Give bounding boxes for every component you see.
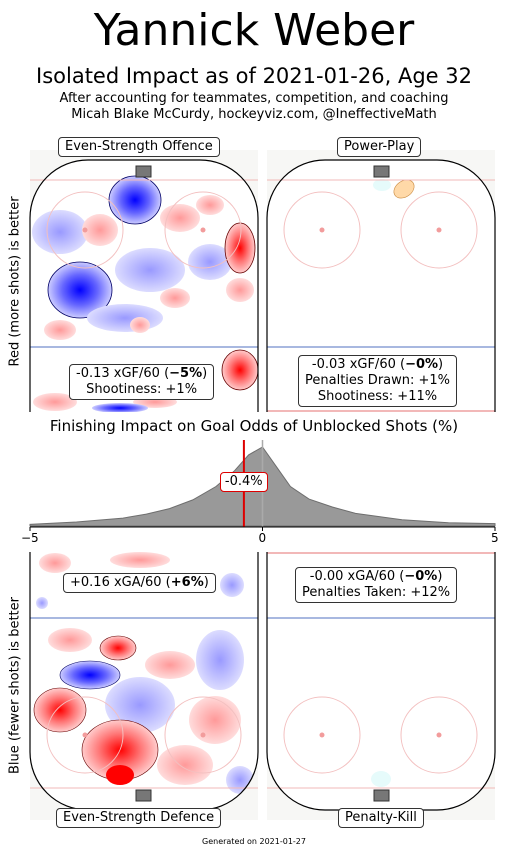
author-credit: Micah Blake McCurdy, hockeyviz.com, @Ine… (71, 107, 437, 122)
x-tick-label: 5 (491, 531, 499, 545)
methodology-note: After accounting for teammates, competit… (59, 91, 449, 106)
page-title: Yannick Weber (93, 5, 415, 56)
es-defence-rink (29, 552, 259, 820)
power-play-xgf: -0.03 xGF/60 (−0%) (311, 357, 444, 372)
es-offence-xgf: -0.13 xGF/60 (−5%) (76, 366, 208, 381)
es-defence-xga: +0.16 xGA/60 (+6%) (70, 575, 209, 590)
es-offence-stats: -0.13 xGF/60 (−5%) Shootiness: +1% (69, 364, 215, 400)
penalty-kill-stats: -0.00 xGA/60 (−0%) Penalties Taken: +12% (295, 567, 458, 603)
es-defence-stats: +0.16 xGA/60 (+6%) (63, 573, 216, 593)
y-label-defence: Blue (fewer shots) is better (7, 597, 23, 774)
marker-value-label: -0.4% (219, 472, 268, 492)
x-axis-ticks (29, 527, 496, 531)
es-offence-shootiness: Shootiness: +1% (86, 382, 198, 397)
x-tick-label: 0 (258, 531, 267, 545)
es-offence-label: Even-Strength Offence (58, 137, 220, 157)
power-play-label: Power-Play (337, 137, 422, 157)
power-play-shootiness: Shootiness: +11% (317, 389, 438, 404)
penalty-kill-label: Penalty-Kill (338, 808, 424, 828)
chart-title: Finishing Impact on Goal Odds of Unblock… (49, 417, 459, 435)
power-play-penalties-drawn: Penalties Drawn: +1% (305, 373, 451, 388)
es-offence-heatmap (32, 175, 258, 412)
penalty-kill-xga: -0.00 xGA/60 (−0%) (309, 569, 443, 584)
x-tick-label: −5 (21, 531, 39, 545)
penalty-kill-penalties-taken: Penalties Taken: +12% (302, 585, 451, 600)
page-subtitle: Isolated Impact as of 2021-01-26, Age 32 (36, 64, 472, 88)
y-label-offence: Red (more shots) is better (7, 196, 23, 367)
power-play-stats: -0.03 xGF/60 (−0%) Penalties Drawn: +1% … (298, 355, 458, 407)
es-defence-label: Even-Strength Defence (56, 808, 222, 828)
generated-date: Generated on 2021-01-27 (202, 837, 306, 846)
